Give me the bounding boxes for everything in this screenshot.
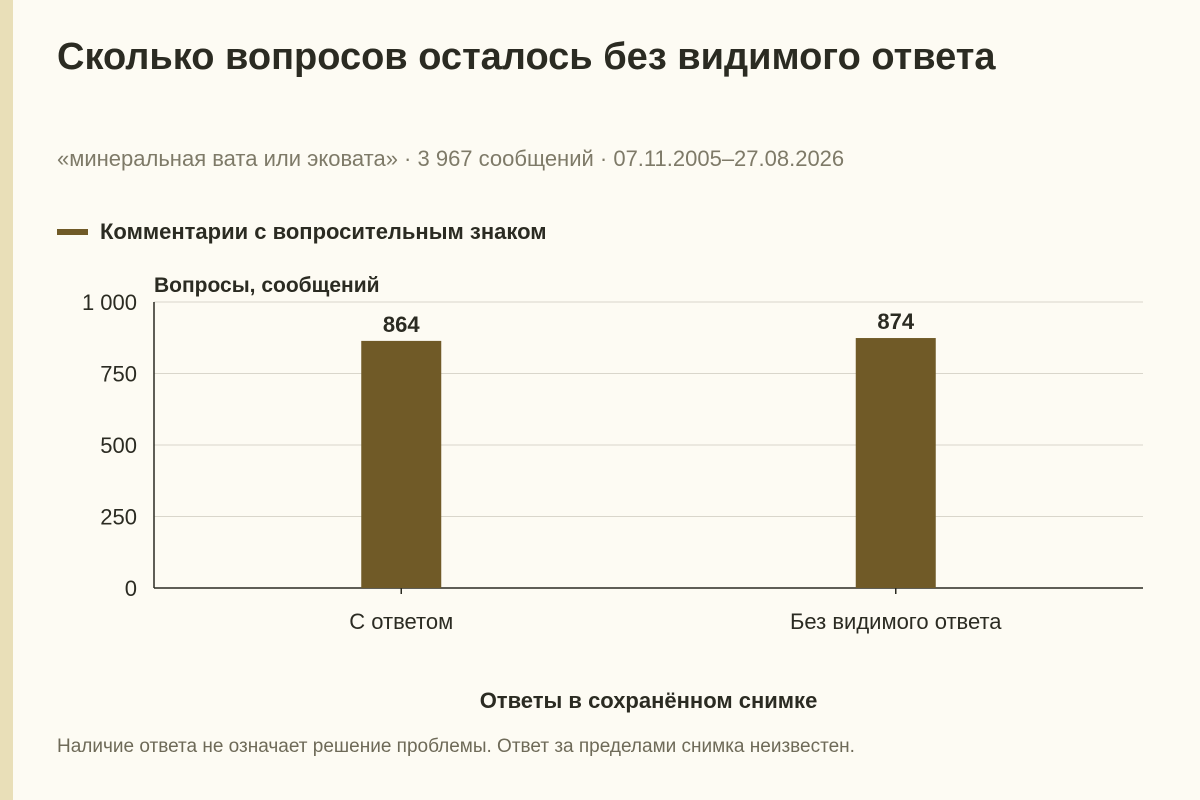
y-tick-label: 250 [100, 505, 137, 530]
y-tick-label: 0 [125, 576, 137, 601]
x-tick-label: С ответом [349, 609, 453, 634]
y-tick-label: 750 [100, 362, 137, 387]
chart-subtitle: «минеральная вата или эковата» · 3 967 с… [57, 146, 845, 171]
y-tick-label: 1 000 [82, 290, 137, 315]
x-tick-label: Без видимого ответа [790, 609, 1002, 634]
legend: Комментарии с вопросительным знаком [57, 219, 547, 245]
legend-swatch [57, 229, 88, 235]
chart-caption: Наличие ответа не означает решение пробл… [57, 736, 855, 757]
bar-value-label: 864 [383, 312, 420, 337]
bar [855, 338, 936, 588]
y-tick-label: 500 [100, 433, 137, 458]
legend-label: Комментарии с вопросительным знаком [100, 219, 547, 244]
chart-title: Сколько вопросов осталось без видимого о… [57, 36, 996, 78]
y-axis-label: Вопросы, сообщений [154, 274, 380, 297]
bar-value-label: 874 [877, 309, 914, 334]
bar [361, 340, 442, 588]
x-axis-label: Ответы в сохранённом снимке [480, 688, 818, 713]
left-accent-rule [0, 0, 13, 800]
